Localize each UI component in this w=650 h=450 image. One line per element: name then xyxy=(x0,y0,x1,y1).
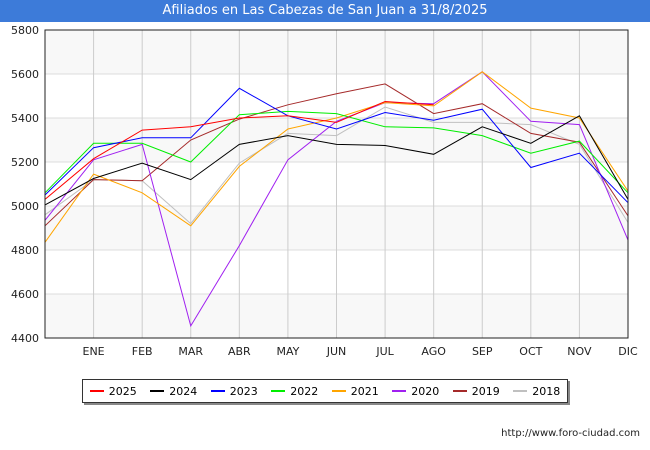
x-tick-label: NOV xyxy=(567,345,592,358)
series-line-2025 xyxy=(44,100,434,200)
legend-label: 2024 xyxy=(169,384,198,398)
legend-swatch xyxy=(331,390,346,392)
legend: 2025 2024 2023 2022 2021 2020 2019 2018 xyxy=(82,379,568,403)
legend-label: 2022 xyxy=(290,384,319,398)
footer-url[interactable]: http://www.foro-ciudad.com xyxy=(501,428,640,439)
y-tick-label: 5400 xyxy=(11,112,39,125)
series-line-2023 xyxy=(44,87,629,204)
x-tick-label: FEB xyxy=(132,345,153,358)
y-tick-label: 5800 xyxy=(11,24,39,37)
x-tick-label: MAR xyxy=(178,345,203,358)
x-tick-label: AGO xyxy=(421,345,446,358)
legend-swatch xyxy=(513,390,528,392)
y-tick-label: 5000 xyxy=(11,200,39,213)
legend-item-2023: 2023 xyxy=(210,384,258,398)
legend-swatch xyxy=(210,390,225,392)
legend-swatch xyxy=(271,390,286,392)
y-tick-label: 4400 xyxy=(11,332,39,345)
x-tick-label: MAY xyxy=(276,345,299,358)
series-line-2022 xyxy=(44,110,629,194)
legend-label: 2020 xyxy=(411,384,440,398)
y-tick-label: 4800 xyxy=(11,244,39,257)
plot-border xyxy=(44,29,629,339)
legend-swatch xyxy=(392,390,407,392)
legend-item-2022: 2022 xyxy=(271,385,318,398)
y-tick-label: 5600 xyxy=(11,68,39,81)
legend-item-2018: 2018 xyxy=(513,385,560,398)
series-line-2019 xyxy=(44,83,629,227)
x-tick-label: JUN xyxy=(326,345,347,358)
legend-item-2024: 2024 xyxy=(150,385,197,398)
legend-label: 2025 xyxy=(108,384,137,398)
y-tick-label: 4600 xyxy=(11,288,39,301)
legend-swatch xyxy=(150,390,165,392)
x-tick-label: SEP xyxy=(472,345,493,358)
x-tick-label: DIC xyxy=(618,345,638,358)
chart-title: Afiliados en Las Cabezas de San Juan a 3… xyxy=(0,0,650,22)
series-line-2020 xyxy=(44,71,629,328)
legend-label: 2023 xyxy=(229,384,258,398)
legend-item-2019: 2019 xyxy=(452,384,500,398)
legend-item-2020: 2020 xyxy=(392,385,439,398)
x-tick-label: OCT xyxy=(519,345,542,358)
legend-item-2025: 2025 xyxy=(89,384,137,398)
series-line-2024 xyxy=(44,115,629,206)
legend-label: 2018 xyxy=(532,384,561,398)
x-tick-label: ABR xyxy=(228,345,251,358)
legend-item-2021: 2021 xyxy=(331,384,379,398)
legend-swatch xyxy=(89,390,104,392)
x-tick-label: ENE xyxy=(83,345,105,358)
legend-swatch xyxy=(452,390,467,392)
x-tick-label: JUL xyxy=(375,345,394,358)
legend-label: 2019 xyxy=(471,384,500,398)
y-tick-label: 5200 xyxy=(11,156,39,169)
series-line-2021 xyxy=(44,71,629,243)
legend-label: 2021 xyxy=(350,384,379,398)
